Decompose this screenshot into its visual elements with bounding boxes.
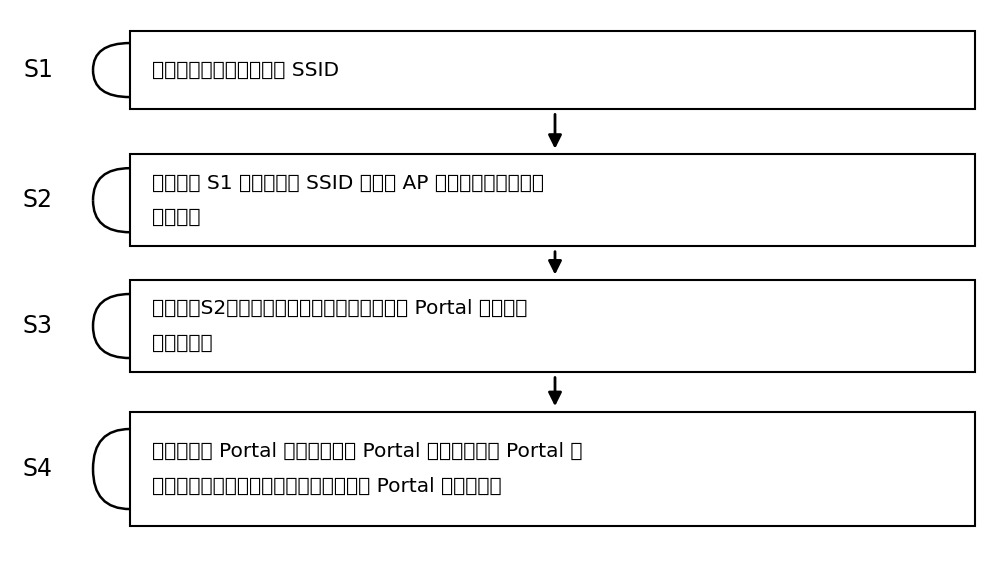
Text: 关联无线局域网中任意一 SSID: 关联无线局域网中任意一 SSID bbox=[152, 61, 339, 80]
Bar bbox=[130, 412, 975, 526]
Text: S2: S2 bbox=[23, 188, 53, 212]
Text: S1: S1 bbox=[23, 58, 53, 82]
Text: S4: S4 bbox=[23, 457, 53, 481]
Text: 根据步骤 S1 中连接到的 SSID 从无线 AP 中获取相应的资源定: 根据步骤 S1 中连接到的 SSID 从无线 AP 中获取相应的资源定 bbox=[152, 173, 544, 193]
Bar bbox=[130, 280, 975, 372]
Text: 位符地址: 位符地址 bbox=[152, 208, 200, 227]
Text: S3: S3 bbox=[23, 314, 53, 338]
Text: 根据步骤S2中获取的资源定位符地址向相应的 Portal 服务器发: 根据步骤S2中获取的资源定位符地址向相应的 Portal 服务器发 bbox=[152, 299, 527, 319]
Text: 接收并显示 Portal 服务器下发的 Portal 页面，在所述 Portal 页: 接收并显示 Portal 服务器下发的 Portal 页面，在所述 Portal… bbox=[152, 442, 582, 462]
Bar bbox=[130, 154, 975, 246]
Text: 面中输入用户信息后发送认证请求，实现 Portal 业务的接入: 面中输入用户信息后发送认证请求，实现 Portal 业务的接入 bbox=[152, 476, 502, 496]
Text: 送上网请求: 送上网请求 bbox=[152, 333, 213, 353]
Bar bbox=[130, 31, 975, 109]
